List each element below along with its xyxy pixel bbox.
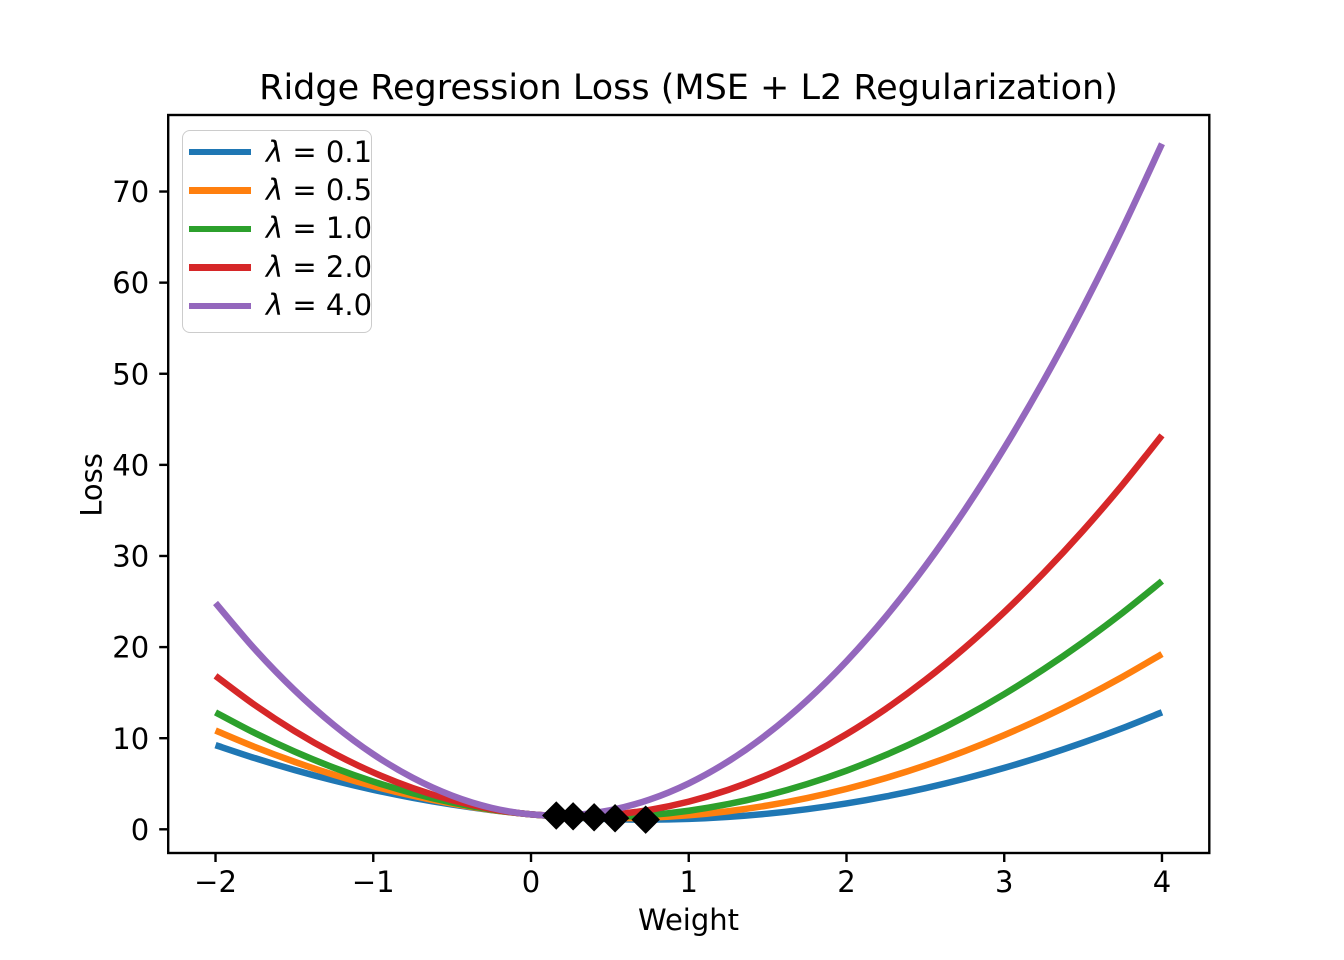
legend-item-3: λ = 2.0 bbox=[183, 248, 373, 286]
curve-lambda-1.0 bbox=[214, 578, 1165, 821]
x-axis-label: Weight bbox=[637, 903, 740, 937]
y-tick-label: 30 bbox=[112, 540, 149, 574]
curve-lambda-0.1 bbox=[214, 709, 1164, 823]
y-tick-label: 0 bbox=[131, 813, 149, 847]
x-tick-label: 0 bbox=[522, 865, 540, 899]
legend-swatch bbox=[189, 148, 251, 156]
legend-label: λ = 4.0 bbox=[266, 288, 373, 323]
x-tick-label: 4 bbox=[1153, 865, 1171, 899]
y-axis-label: Loss bbox=[74, 453, 109, 517]
legend-swatch bbox=[189, 187, 251, 194]
curve-lambda-0.5 bbox=[214, 651, 1164, 822]
legend: λ = 0.1 λ = 0.5 λ = 1.0 λ = 2.0 λ = 4.0 bbox=[182, 130, 372, 333]
y-tick-label: 40 bbox=[112, 448, 149, 482]
y-tick-label: 10 bbox=[112, 722, 149, 756]
legend-label: λ = 0.5 bbox=[266, 173, 373, 208]
curve-lambda-2.0 bbox=[213, 433, 1165, 820]
y-tick-label: 20 bbox=[112, 631, 149, 665]
y-tick-label: 60 bbox=[112, 266, 149, 300]
x-tick-label: 2 bbox=[837, 865, 855, 899]
minimum-marker bbox=[579, 803, 609, 832]
curve-lambda-4.0 bbox=[213, 142, 1165, 819]
legend-swatch bbox=[189, 264, 251, 271]
legend-label: λ = 1.0 bbox=[266, 211, 373, 246]
legend-item-2: λ = 1.0 bbox=[183, 210, 373, 248]
minimum-marker bbox=[600, 804, 630, 833]
axes-frame bbox=[166, 113, 1211, 855]
x-tick-label: 1 bbox=[680, 865, 698, 899]
x-tick-label: 3 bbox=[995, 865, 1013, 899]
x-tick-label: −2 bbox=[194, 865, 237, 899]
y-tick-label: 50 bbox=[112, 357, 149, 391]
legend-swatch bbox=[189, 225, 251, 233]
chart-title: Ridge Regression Loss (MSE + L2 Regulari… bbox=[259, 68, 1118, 108]
legend-swatch bbox=[189, 302, 251, 309]
minimum-marker bbox=[631, 805, 660, 834]
legend-label: λ = 0.1 bbox=[266, 134, 373, 169]
y-tick-label: 70 bbox=[112, 175, 149, 209]
legend-item-4: λ = 4.0 bbox=[183, 287, 373, 325]
minimum-marker bbox=[542, 801, 571, 830]
legend-item-1: λ = 0.5 bbox=[183, 171, 373, 209]
legend-item-0: λ = 0.1 bbox=[183, 133, 373, 171]
legend-label: λ = 2.0 bbox=[266, 249, 373, 284]
x-tick-label: −1 bbox=[352, 865, 395, 899]
